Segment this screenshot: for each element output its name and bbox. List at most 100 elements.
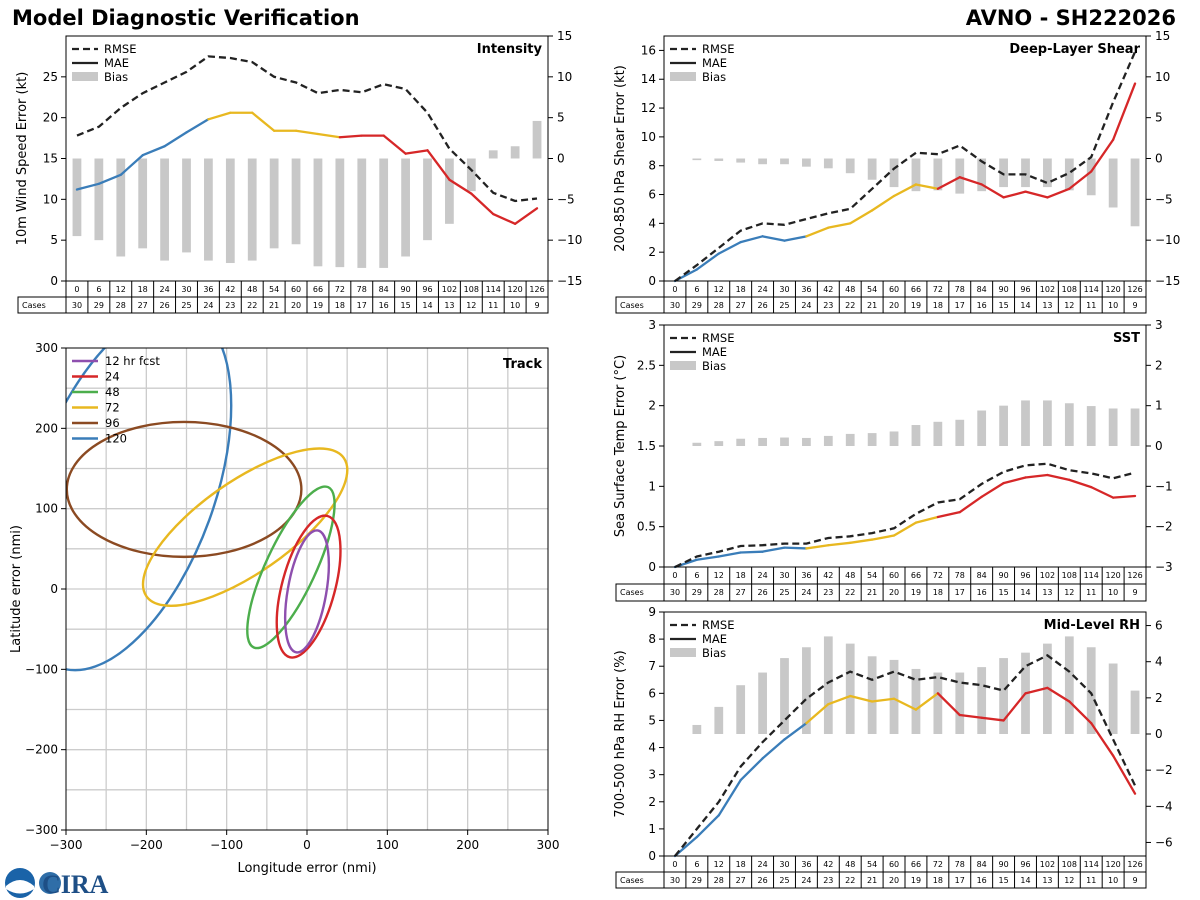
hour-label: 126 [1127,860,1142,869]
mae-segment [870,534,896,541]
cases-label: Cases [22,301,46,310]
bias-bar [138,158,148,249]
hour-label: 36 [801,285,811,294]
track-ellipse [66,420,303,559]
hour-label: 108 [1062,285,1077,294]
panel-title: Track [503,357,542,372]
mae-segment [1090,138,1115,173]
hour-label: 72 [933,860,943,869]
bias-bar [204,158,213,261]
y-tick-label: 6 [648,188,656,202]
cira-logo-text: CIRA [42,870,109,899]
rmse-line [674,654,1137,857]
mae-segment [805,703,830,725]
mae-segment [892,521,918,537]
hour-label: 48 [845,571,855,580]
case-count: 24 [801,301,811,310]
case-count: 17 [955,876,965,885]
bias-bar [1064,403,1074,446]
mae-segment [513,207,539,225]
case-count: 30 [670,876,680,885]
y-tick-label: −200 [25,743,58,757]
case-count: 28 [116,301,126,310]
mae-segment [695,555,720,561]
hour-label: 0 [672,285,677,294]
mae-segment [739,550,764,554]
case-count: 14 [1020,588,1030,597]
panel-title: Mid-Level RH [1044,618,1140,633]
hour-label: 114 [1084,285,1099,294]
hour-label: 90 [998,860,1008,869]
hour-label: 24 [757,571,767,580]
mae-segment [958,495,983,514]
legend-label: 12 hr fcst [105,354,160,368]
hour-label: 78 [357,285,367,294]
bias-bar [802,437,811,446]
mae-segment [470,192,495,216]
hour-label: 24 [757,285,767,294]
mae-segment [980,183,1005,199]
mae-segment [1068,478,1093,489]
bias-bar [889,431,899,446]
mae-segment [980,716,1005,722]
hour-label: 108 [1062,571,1077,580]
mae-segment [914,515,940,524]
case-count: 15 [998,588,1008,597]
hour-label: 66 [911,571,921,580]
case-count: 18 [933,588,943,597]
bias-bar [933,672,943,734]
logos: CIRA [5,868,109,899]
case-count: 26 [757,301,767,310]
case-count: 12 [1064,876,1074,885]
hour-label: 18 [138,285,148,294]
legend-label: 72 [105,401,120,415]
case-count: 12 [1064,301,1074,310]
bias-bar [291,158,301,245]
y-tick-label: 3 [648,318,656,332]
bias-bar [780,437,789,446]
y-axis-label: 700-500 hPa RH Error (%) [613,650,628,817]
legend-mae-label: MAE [702,632,727,646]
y2-tick-label: −5 [557,192,575,206]
bias-bar [889,158,899,188]
noaa-logo-wave [6,880,34,894]
bias-bar [1130,408,1140,446]
bias-bar [867,656,877,734]
hour-label: 120 [1105,571,1120,580]
panel-title: Deep-Layer Shear [1009,42,1140,57]
y-tick-label: 4 [648,741,656,755]
y-tick-label: 1 [648,822,656,836]
track-panel: −300 −200 −100 0 100 200 300 −300 −200 −100 0 100 20… [9,341,559,876]
bias-bar [510,146,520,159]
panel-title: Intensity [477,42,543,57]
y2-tick-label: −2 [1155,520,1173,534]
hour-label: 30 [779,285,789,294]
case-count: 28 [714,588,724,597]
ellipse-group [66,348,349,672]
y-tick-label: −100 [25,662,58,676]
y-tick-label: 10 [641,130,656,144]
hour-label: 12 [714,285,724,294]
case-count: 28 [714,876,724,885]
cases-row [17,296,549,314]
case-count: 11 [1086,876,1096,885]
mae-segment [207,111,232,121]
legend-bias-swatch [670,72,696,81]
y-tick-label: 2 [648,399,656,413]
case-count: 16 [379,301,389,310]
case-count: 24 [801,876,811,885]
mae-segment [761,738,786,760]
mae-segment [1002,476,1027,485]
mae-segment [849,538,874,544]
case-count: 16 [977,876,987,885]
y2-tick-label: 10 [1155,70,1170,84]
legend-mae-label: MAE [104,56,129,70]
hour-label: 36 [203,285,213,294]
rmse-line [674,462,1136,569]
y-tick-label: 15 [43,152,58,166]
hour-label: 54 [867,860,877,869]
y2-tick-label: 15 [1155,29,1170,43]
y2-tick-label: 3 [1155,318,1163,332]
y-tick-label: 14 [641,72,656,86]
